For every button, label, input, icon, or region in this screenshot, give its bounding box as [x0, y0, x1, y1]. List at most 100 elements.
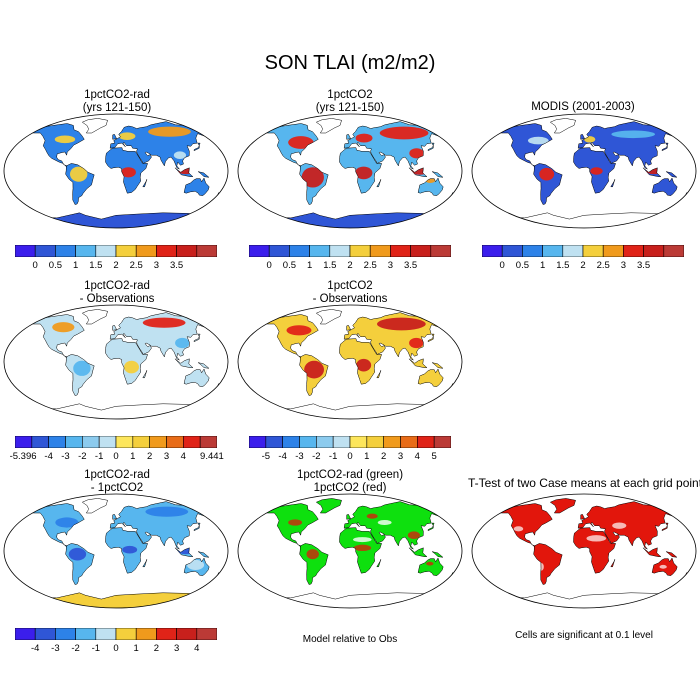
panel-1-title: 1pctCO2-rad (yrs 121-150) — [7, 89, 227, 115]
cb1-swatch — [34, 245, 56, 257]
cb5-swatch — [249, 436, 267, 448]
cb4-swatch — [48, 436, 66, 448]
cb4-swatch — [98, 436, 117, 448]
panel-5-title-line2: - Observations — [312, 293, 388, 305]
cb1-swatch — [135, 245, 157, 257]
cb1-swatch — [196, 245, 217, 257]
map-ttest — [471, 493, 697, 609]
cb5-swatch — [383, 436, 401, 448]
cb1-label: 1.5 — [89, 260, 103, 271]
cb5-label: 4 — [414, 451, 420, 462]
cb7-swatch — [196, 628, 217, 640]
cb4-label: -3 — [61, 451, 70, 462]
cb7-label: -1 — [91, 643, 101, 654]
cb3-label: 2 — [580, 260, 586, 271]
cb4-swatch — [82, 436, 100, 448]
cb1-label: 1 — [72, 260, 79, 271]
map-1pctco2-rad-minus-obs — [3, 304, 229, 420]
cb2-swatch — [249, 245, 270, 257]
cb4-swatch — [132, 436, 150, 448]
cb1-label: 2 — [113, 260, 119, 271]
cb3-label: 3 — [620, 260, 627, 271]
cb4-swatches — [15, 436, 217, 448]
cb5-swatch — [349, 436, 368, 448]
cb2-label: 0.5 — [282, 260, 296, 271]
cb3-label: 2.5 — [596, 260, 610, 271]
cb7-swatch — [135, 628, 157, 640]
cb5-swatch — [366, 436, 384, 448]
cb5-swatches — [249, 436, 451, 448]
cb3-swatch — [582, 245, 604, 257]
panel-5-title-line1: 1pctCO2 — [327, 280, 373, 292]
cb2-swatch — [329, 245, 351, 257]
note-significant: Cells are significant at 0.1 level — [515, 630, 653, 641]
cb1-swatches — [15, 245, 217, 257]
panel-2-title: 1pctCO2 (yrs 121-150) — [240, 89, 460, 115]
panel-3-title: MODIS (2001-2003) — [473, 101, 693, 114]
cb3-swatch — [623, 245, 644, 257]
cb2-swatch — [268, 245, 290, 257]
cb2-label: 1.5 — [323, 260, 337, 271]
cb4-label: -4 — [44, 451, 53, 462]
cb4-swatch — [183, 436, 201, 448]
panel-8-title: 1pctCO2-rad (green) 1pctCO2 (red) — [240, 469, 460, 495]
cb7-label: 0 — [113, 643, 119, 654]
cb5-swatch — [299, 436, 317, 448]
panel-9-title-line1: T-Test of two Case means at each grid po… — [467, 476, 700, 490]
cb3-label: 0 — [499, 260, 505, 271]
cb3-swatch — [522, 245, 543, 257]
cb7-swatch — [55, 628, 76, 640]
panel-7-title-line2: - 1pctCO2 — [90, 482, 144, 494]
cb2-swatch — [410, 245, 432, 257]
cb3-swatch — [562, 245, 584, 257]
cb5-label: -5 — [261, 451, 271, 462]
panel-1-title-line2: (yrs 121-150) — [82, 102, 152, 114]
figure-title: SON TLAI (m2/m2) — [264, 52, 436, 74]
cb1-swatch — [95, 245, 117, 257]
cb4-label: -1 — [94, 451, 104, 462]
cb4-label: 1 — [130, 451, 136, 462]
cb7-label: 2 — [153, 643, 160, 654]
cb5-label: 2 — [381, 451, 387, 462]
colorbar-panel-7: -4 -3 -2 -1 0 1 2 3 4 — [15, 628, 217, 656]
cb4-label: 2 — [147, 451, 153, 462]
panel-1-title-line1: 1pctCO2-rad — [84, 89, 150, 101]
cb4-label: 3 — [163, 451, 170, 462]
cb5-swatch — [332, 436, 351, 448]
cb4-swatch — [31, 436, 49, 448]
cb1-label: 3 — [153, 260, 160, 271]
colorbar-panel-3: 0 0.5 1 1.5 2 2.5 3 3.5 — [482, 245, 684, 273]
map-1pctco2-rad — [3, 113, 229, 229]
panel-4-title: 1pctCO2-rad - Observations — [7, 280, 227, 306]
cb1-swatch — [115, 245, 137, 257]
map-rad-minus-1pctco2 — [3, 493, 229, 609]
cb4-label: 4 — [180, 451, 186, 462]
cb5-swatch — [400, 436, 418, 448]
cb5-label: -2 — [312, 451, 321, 462]
cb5-label: 0 — [347, 451, 353, 462]
cb7-label: 4 — [194, 643, 200, 654]
cb2-label: 1 — [306, 260, 313, 271]
colorbar-panel-1: 0 0.5 1 1.5 2 2.5 3 3.5 — [15, 245, 217, 273]
cb2-label: 2.5 — [363, 260, 377, 271]
cb7-label: 1 — [133, 643, 139, 654]
panel-3-title-line1: MODIS (2001-2003) — [531, 101, 635, 113]
cb7-label: -2 — [71, 643, 80, 654]
cb2-swatches — [249, 245, 451, 257]
cb2-swatch — [289, 245, 310, 257]
cb4-swatch — [65, 436, 83, 448]
cb3-label: 3.5 — [636, 260, 651, 271]
cb4-swatch — [199, 436, 217, 448]
map-modis — [471, 113, 697, 229]
cb5-label: 3 — [397, 451, 404, 462]
cb5-label: -3 — [295, 451, 304, 462]
cb1-swatch — [156, 245, 177, 257]
cb7-label: -3 — [51, 643, 60, 654]
cb4-swatch — [149, 436, 167, 448]
cb4-label: -5.396 — [9, 451, 37, 462]
cb4-label: -2 — [78, 451, 87, 462]
cb3-swatch — [663, 245, 684, 257]
cb1-label: 3.5 — [169, 260, 184, 271]
cb7-swatch — [115, 628, 137, 640]
cb7-swatches — [15, 628, 217, 640]
